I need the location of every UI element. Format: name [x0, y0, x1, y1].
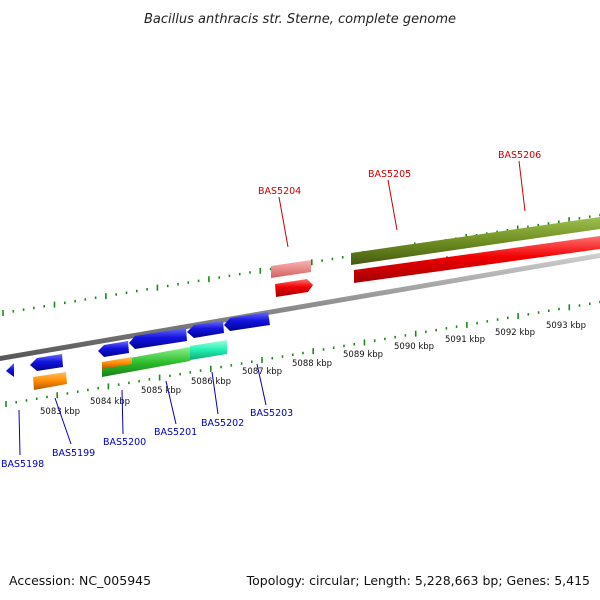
gene-label-bas5200[interactable]: BAS5200 — [103, 437, 146, 448]
feature-bas5204-gene — [275, 279, 313, 297]
feature-bas5200-gene — [98, 341, 129, 357]
feature-bas5198-gene — [6, 363, 14, 377]
scale-label: 5090 kbp — [394, 342, 434, 352]
feature-bas5200-cds-orange — [102, 357, 132, 369]
gene-label-bas5198[interactable]: BAS5198 — [1, 459, 44, 470]
feature-bas5203-gene — [224, 312, 270, 331]
feature-bas5202-cds — [190, 340, 227, 360]
gene-label-bas5202[interactable]: BAS5202 — [201, 418, 244, 429]
gene-label-bas5199[interactable]: BAS5199 — [52, 448, 95, 459]
gene-label-bas5205[interactable]: BAS5205 — [368, 169, 411, 180]
scale-label: 5093 kbp — [546, 321, 586, 331]
feature-bas5205-gene — [354, 236, 600, 283]
inner-tick-ring — [5, 300, 600, 407]
scale-label: 5091 kbp — [445, 335, 485, 345]
scale-label: 5087 kbp — [242, 367, 282, 377]
feature-bas5200-cds-green — [102, 347, 190, 377]
gene-label-bas5203[interactable]: BAS5203 — [250, 408, 293, 419]
scale-label: 5088 kbp — [292, 359, 332, 369]
map-title: Bacillus anthracis str. Sterne, complete… — [144, 12, 456, 27]
feature-bas5199-cds — [33, 372, 67, 390]
accession-text: Accession: NC_005945 — [9, 573, 151, 588]
scale-label: 5084 kbp — [90, 397, 130, 407]
reverse-strand-features — [6, 312, 270, 390]
gene-label-bas5206[interactable]: BAS5206 — [498, 150, 541, 161]
genome-summary-text: Topology: circular; Length: 5,228,663 bp… — [246, 573, 590, 588]
scale-label: 5085 kbp — [141, 386, 181, 396]
feature-bas5204-cds — [271, 260, 311, 278]
feature-bas5201-gene — [129, 328, 187, 349]
gene-label-bas5204[interactable]: BAS5204 — [258, 186, 301, 197]
reverse-gene-label-text: BAS5198 BAS5199 BAS5200 BAS5201 BAS5202 … — [1, 408, 293, 470]
scale-label: 5092 kbp — [495, 328, 535, 338]
reverse-gene-labels — [18, 363, 267, 456]
scale-label: 5086 kbp — [191, 377, 231, 387]
scale-label: 5089 kbp — [343, 350, 383, 360]
feature-bas5202-gene — [187, 321, 224, 338]
forward-gene-label-text: BAS5204 BAS5205 BAS5206 — [258, 150, 541, 197]
forward-strand-features — [271, 217, 600, 297]
gene-label-bas5201[interactable]: BAS5201 — [154, 427, 197, 438]
forward-gene-labels — [278, 160, 526, 248]
feature-bas5199-gene — [30, 354, 63, 371]
feature-bas5205-cds — [351, 217, 600, 265]
